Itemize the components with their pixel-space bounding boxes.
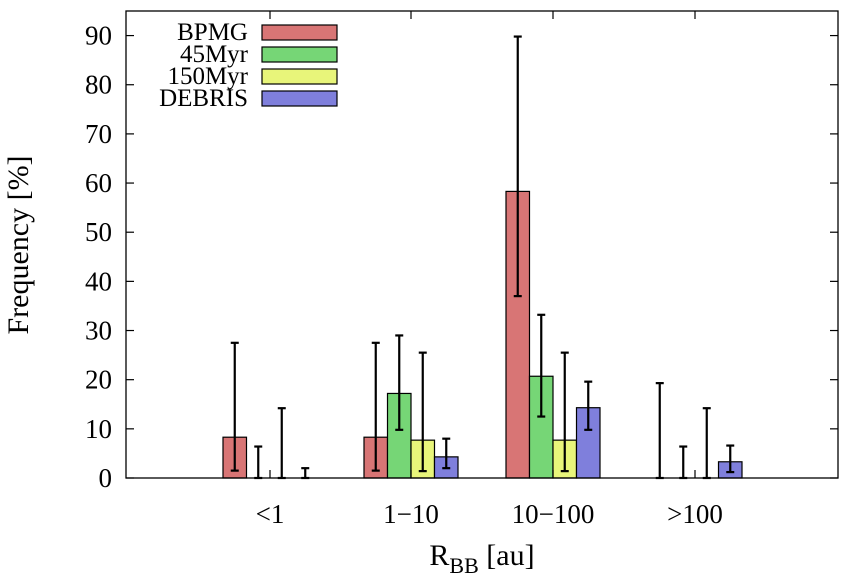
y-tick-label: 50 [85,217,112,247]
bars-layer [222,190,743,479]
x-axis: <1 1−10 10−100 >100 [256,11,723,529]
x-axis-title-main: R [429,539,449,572]
y-tick-label: 60 [85,168,112,198]
legend-label: 45Myr [180,41,249,68]
y-axis-title: Frequency [%] [2,155,35,334]
x-axis-title-unit: [au] [479,539,535,572]
x-tick-label: <1 [256,499,285,529]
y-tick-label: 30 [85,316,112,346]
x-tick-label: >100 [667,499,723,529]
legend-swatch [261,68,338,85]
legend-swatch [261,90,338,107]
y-tick-label: 70 [85,119,112,149]
legend-swatch [261,46,338,63]
y-tick-label: 20 [85,365,112,395]
x-tick-label: 10−100 [512,499,595,529]
y-tick-label: 90 [85,21,112,51]
y-axis: 0 10 20 30 40 50 60 70 80 90 [85,21,838,493]
legend-label: BPMG [177,19,248,46]
legend-label: DEBRIS [159,85,248,112]
y-tick-label: 0 [99,463,113,493]
y-tick-label: 10 [85,414,112,444]
x-tick-label: 1−10 [383,499,439,529]
x-axis-title-subscript: BB [449,553,478,578]
legend-label: 150Myr [167,63,248,90]
plot-frame [125,10,839,479]
y-tick-label: 80 [85,70,112,100]
y-tick-label: 40 [85,266,112,296]
x-axis-title: RBB [au] [429,539,534,578]
legend-swatch [261,24,338,41]
